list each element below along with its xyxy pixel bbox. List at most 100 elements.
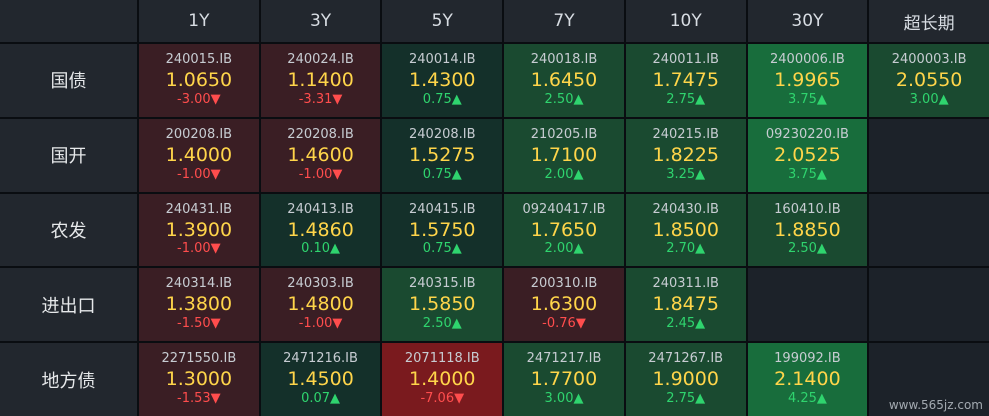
bp-change: -3.31▼ <box>299 92 343 108</box>
row-header[interactable]: 进出口 <box>0 268 137 342</box>
yield-rate: 1.4300 <box>409 68 476 91</box>
yield-rate: 1.8475 <box>652 293 719 316</box>
bp-change-value: -7.06 <box>420 391 455 407</box>
yield-cell[interactable]: 240014.IB 1.4300 0.75▲ <box>382 44 503 117</box>
yield-rate: 1.4800 <box>287 293 354 316</box>
col-header-1y[interactable]: 1Y <box>139 0 259 42</box>
bp-change-value: 2.75 <box>666 391 696 407</box>
yield-cell[interactable]: 2471267.IB 1.9000 2.75▲ <box>625 343 746 416</box>
empty-cell <box>869 343 989 416</box>
arrow-up-icon: ▲ <box>573 91 584 107</box>
yield-cell[interactable]: 199092.IB 2.1400 4.25▲ <box>747 343 868 416</box>
yield-cell[interactable]: 2271550.IB 1.3000 -1.53▼ <box>139 343 259 416</box>
bond-code: 210205.IB <box>530 126 598 142</box>
yield-cell[interactable]: 09230220.IB 2.0525 3.75▲ <box>747 118 868 192</box>
col-header-30y[interactable]: 30Y <box>747 0 868 42</box>
bond-code: 240303.IB <box>287 276 354 292</box>
yield-cell[interactable]: 240015.IB 1.0650 -3.00▼ <box>139 44 259 117</box>
yield-cell[interactable]: 2071118.IB 1.4000 -7.06▼ <box>382 343 503 416</box>
yield-cell[interactable]: 240430.IB 1.8500 2.70▲ <box>625 193 746 267</box>
bond-code: 220208.IB <box>287 126 354 142</box>
yield-rate: 1.3800 <box>165 293 233 316</box>
yield-cell[interactable]: 240415.IB 1.5750 0.75▲ <box>382 193 503 267</box>
bp-change-value: -1.00 <box>177 166 211 182</box>
yield-cell[interactable]: 240011.IB 1.7475 2.75▲ <box>625 44 746 117</box>
yield-rate: 1.7650 <box>530 218 598 241</box>
arrow-up-icon: ▲ <box>816 166 827 182</box>
yield-rate: 1.6300 <box>530 293 598 316</box>
bp-change: 2.75▲ <box>666 92 705 108</box>
yield-cell[interactable]: 240311.IB 1.8475 2.45▲ <box>625 268 746 342</box>
arrow-down-icon: ▼ <box>332 166 343 182</box>
bond-code: 240413.IB <box>287 201 354 217</box>
bp-change-value: 3.00 <box>544 391 574 407</box>
yield-cell[interactable]: 240215.IB 1.8225 3.25▲ <box>625 118 746 192</box>
bond-code: 200310.IB <box>530 276 598 292</box>
yield-rate: 1.8850 <box>774 218 841 241</box>
yield-rate: 1.3000 <box>165 368 233 391</box>
col-header-7y[interactable]: 7Y <box>504 0 624 42</box>
col-header-10y[interactable]: 10Y <box>625 0 746 42</box>
empty-cell <box>747 268 868 342</box>
yield-cell[interactable]: 240314.IB 1.3800 -1.50▼ <box>139 268 259 342</box>
bond-code: 2400006.IB <box>770 52 845 68</box>
yield-cell[interactable]: 240303.IB 1.4800 -1.00▼ <box>260 268 381 342</box>
bp-change: -3.00▼ <box>177 92 221 108</box>
row-header[interactable]: 国开 <box>0 118 137 192</box>
bp-change: 2.70▲ <box>666 241 705 257</box>
bp-change: 4.25▲ <box>788 391 827 407</box>
bp-change-value: -1.00 <box>177 241 211 257</box>
yield-cell[interactable]: 160410.IB 1.8850 2.50▲ <box>747 193 868 267</box>
yield-rate: 2.1400 <box>774 368 841 391</box>
bp-change-value: 3.25 <box>666 166 696 182</box>
yield-rate: 1.1400 <box>287 68 354 91</box>
col-header-5y[interactable]: 5Y <box>382 0 503 42</box>
yield-cell[interactable]: 240024.IB 1.1400 -3.31▼ <box>260 44 381 117</box>
row-header[interactable]: 地方债 <box>0 343 137 416</box>
bond-code: 160410.IB <box>774 201 841 217</box>
yield-cell[interactable]: 240018.IB 1.6450 2.50▲ <box>504 44 624 117</box>
bp-change-value: 0.75 <box>422 91 452 107</box>
yield-cell[interactable]: 2471217.IB 1.7700 3.00▲ <box>504 343 624 416</box>
yield-cell[interactable]: 240208.IB 1.5275 0.75▲ <box>382 118 503 192</box>
arrow-up-icon: ▲ <box>573 241 584 257</box>
arrow-down-icon: ▼ <box>210 391 221 407</box>
yield-cell[interactable]: 200208.IB 1.4000 -1.00▼ <box>139 118 259 192</box>
yield-rate: 1.4000 <box>409 368 476 391</box>
yield-cell[interactable]: 220208.IB 1.4600 -1.00▼ <box>260 118 381 192</box>
bp-change: -1.00▼ <box>177 166 221 183</box>
bp-change-value: 0.07 <box>301 391 331 407</box>
bond-code: 240215.IB <box>652 126 719 142</box>
bond-code: 200208.IB <box>165 126 233 142</box>
bond-code: 240430.IB <box>652 201 719 217</box>
yield-rate: 1.7700 <box>530 368 598 391</box>
yield-cell[interactable]: 09240417.IB 1.7650 2.00▲ <box>504 193 624 267</box>
yield-rate: 1.7475 <box>652 68 719 91</box>
yield-cell[interactable]: 210205.IB 1.7100 2.00▲ <box>504 118 624 192</box>
yield-rate: 1.8500 <box>652 218 719 241</box>
yield-cell[interactable]: 2400006.IB 1.9965 3.75▲ <box>747 44 868 117</box>
arrow-up-icon: ▲ <box>330 241 341 257</box>
yield-cell[interactable]: 200310.IB 1.6300 -0.76▼ <box>504 268 624 342</box>
arrow-up-icon: ▲ <box>816 241 827 257</box>
arrow-down-icon: ▼ <box>210 166 221 182</box>
yield-cell[interactable]: 240431.IB 1.3900 -1.00▼ <box>139 193 259 267</box>
bp-change-value: 3.75 <box>787 91 817 107</box>
yield-cell[interactable]: 240413.IB 1.4860 0.10▲ <box>260 193 381 267</box>
bp-change: 0.75▲ <box>423 241 462 257</box>
bp-change-value: 3.75 <box>787 166 817 182</box>
col-header-ultra-long[interactable]: 超长期 <box>869 0 989 42</box>
arrow-up-icon: ▲ <box>695 391 706 407</box>
yield-rate: 2.0525 <box>774 143 841 166</box>
col-header-3y[interactable]: 3Y <box>260 0 381 42</box>
bp-change: -0.76▼ <box>542 316 586 332</box>
yield-cell[interactable]: 2471216.IB 1.4500 0.07▲ <box>260 343 381 416</box>
yield-cell[interactable]: 240315.IB 1.5850 2.50▲ <box>382 268 503 342</box>
row-header[interactable]: 国债 <box>0 44 137 117</box>
yield-cell[interactable]: 2400003.IB 2.0550 3.00▲ <box>869 44 989 117</box>
row-header[interactable]: 农发 <box>0 193 137 267</box>
yield-rate: 1.6450 <box>530 68 598 91</box>
bp-change: 0.10▲ <box>301 241 341 257</box>
bp-change-value: -1.53 <box>177 391 211 407</box>
yield-rate: 1.7100 <box>530 143 598 166</box>
